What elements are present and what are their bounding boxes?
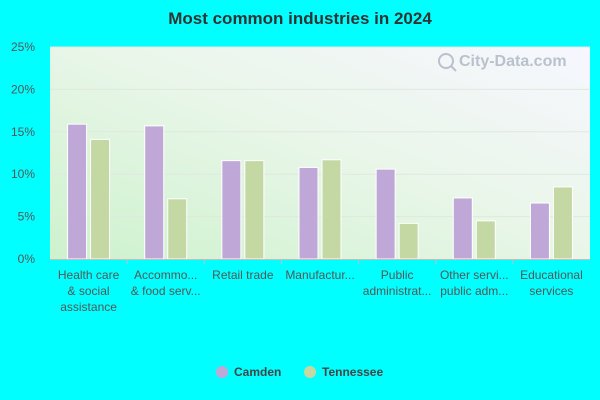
chart-title: Most common industries in 2024 [168, 9, 432, 28]
legend-swatch-camden [216, 366, 228, 378]
bar-camden-2[interactable] [221, 160, 242, 260]
x-tick-label-line: Public [381, 268, 414, 282]
x-tick-label-line: & social [68, 284, 110, 298]
x-tick-label-line: public adm... [440, 284, 508, 298]
legend: Camden Tennessee [216, 365, 383, 379]
bar-camden-5[interactable] [452, 197, 473, 260]
bar-tennessee-6[interactable] [552, 186, 573, 260]
y-tick-label: 5% [18, 210, 36, 224]
watermark-text: City-Data.com [459, 53, 567, 70]
x-tick-label-line: Health care [58, 268, 120, 282]
bar-camden-0[interactable] [67, 123, 88, 260]
grid-lines [50, 46, 590, 218]
x-tick-label: Manufactur... [285, 268, 354, 282]
x-tick-label: Accommo... & food serv... [131, 268, 201, 298]
x-tick-label: Public administrat... [363, 268, 432, 298]
x-tick-label-line: Other servi... [440, 268, 509, 282]
x-axis: Health care & social assistance Accommo... &… [50, 259, 590, 314]
x-tick-label-line: assistance [60, 300, 117, 314]
watermark: City-Data.com [438, 53, 567, 72]
magnifier-icon [438, 53, 454, 69]
x-tick-label-line: Manufactur... [285, 268, 354, 282]
y-tick-label: 0% [18, 252, 36, 266]
bar-tennessee-4[interactable] [398, 222, 419, 260]
legend-label-camden: Camden [234, 365, 281, 379]
y-axis: 0% 5% 10% 15% 20% 25% [11, 40, 35, 266]
x-tick-label-line: Educational [520, 268, 583, 282]
legend-label-tennessee: Tennessee [322, 365, 383, 379]
bar-camden-4[interactable] [375, 168, 396, 260]
y-tick-label: 25% [11, 40, 35, 54]
bar-camden-6[interactable] [529, 202, 550, 260]
bar-tennessee-2[interactable] [244, 160, 265, 260]
y-tick-label: 20% [11, 82, 35, 96]
x-tick-label: Retail trade [212, 268, 274, 282]
x-tick-label: Health care & social assistance [58, 268, 120, 314]
bar-tennessee-1[interactable] [167, 198, 188, 260]
bar-camden-1[interactable] [144, 125, 165, 260]
plot-area [50, 47, 590, 259]
y-tick-label: 10% [11, 167, 35, 181]
x-tick-label-line: Retail trade [212, 268, 274, 282]
bar-tennessee-5[interactable] [475, 220, 496, 260]
bar-tennessee-0[interactable] [90, 138, 111, 260]
x-tick-label-line: administrat... [363, 284, 432, 298]
x-tick-label-line: & food serv... [131, 284, 201, 298]
x-tick-label-line: Accommo... [134, 268, 197, 282]
bar-tennessee-3[interactable] [321, 159, 342, 260]
x-tick-label-line: services [529, 284, 573, 298]
y-tick-label: 15% [11, 125, 35, 139]
bar-camden-3[interactable] [298, 166, 319, 260]
x-tick-label: Other servi... public adm... [440, 268, 509, 298]
x-tick-label: Educational services [520, 268, 583, 298]
legend-swatch-tennessee [304, 366, 316, 378]
